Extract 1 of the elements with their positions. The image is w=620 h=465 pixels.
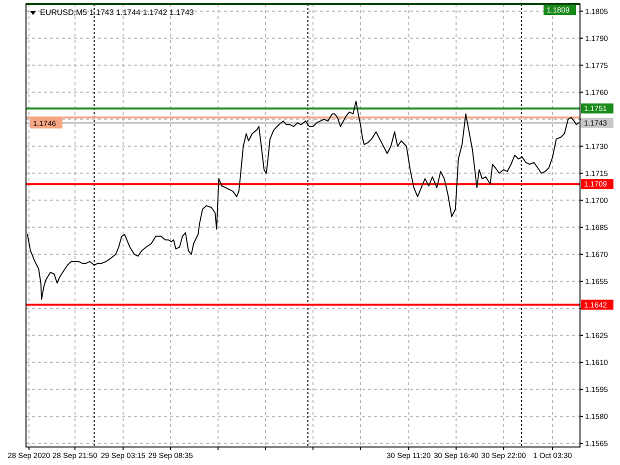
- text: EURUSD,M5 1.1743 1.1744 1.1742 1.1743: [40, 8, 194, 17]
